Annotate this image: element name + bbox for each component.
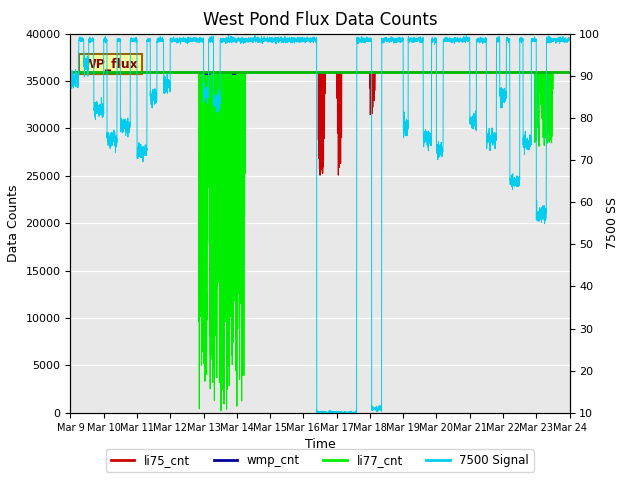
Y-axis label: Data Counts: Data Counts bbox=[7, 184, 20, 262]
X-axis label: Time: Time bbox=[305, 438, 335, 451]
Y-axis label: 7500 SS: 7500 SS bbox=[606, 197, 619, 249]
Text: WP_flux: WP_flux bbox=[83, 58, 139, 71]
Legend: li75_cnt, wmp_cnt, li77_cnt, 7500 Signal: li75_cnt, wmp_cnt, li77_cnt, 7500 Signal bbox=[106, 449, 534, 472]
Title: West Pond Flux Data Counts: West Pond Flux Data Counts bbox=[203, 11, 437, 29]
